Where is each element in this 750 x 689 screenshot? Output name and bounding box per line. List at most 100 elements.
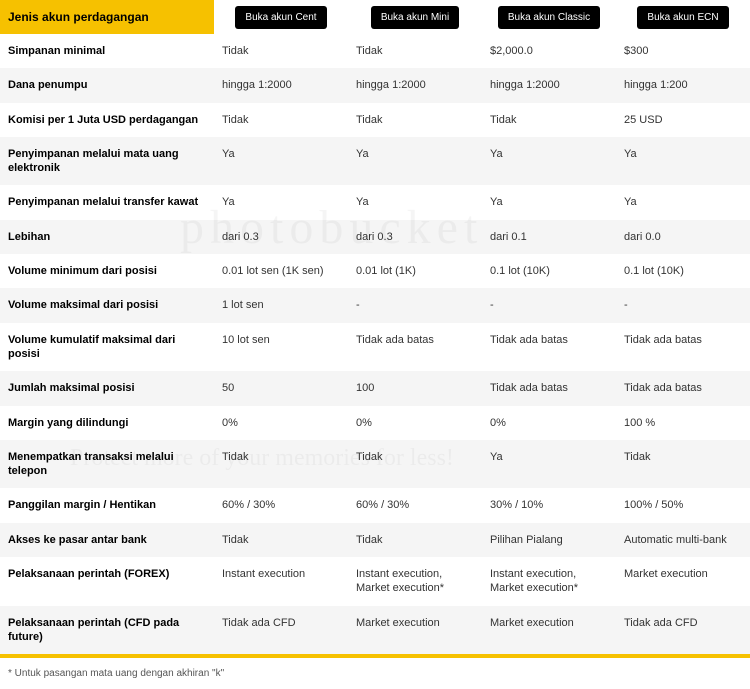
row-cell: Instant execution [214, 557, 348, 606]
row-cell: 0.01 lot sen (1K sen) [214, 254, 348, 288]
row-cell: Tidak [616, 440, 750, 489]
row-label: Simpanan minimal [0, 34, 214, 68]
table-row: Penyimpanan melalui transfer kawatYaYaYa… [0, 185, 750, 219]
row-cell: 25 USD [616, 103, 750, 137]
row-cell: Tidak ada batas [616, 371, 750, 405]
row-cell: Tidak ada batas [348, 323, 482, 372]
row-cell: $300 [616, 34, 750, 68]
row-label: Volume minimum dari posisi [0, 254, 214, 288]
row-cell: 100 % [616, 406, 750, 440]
table-row: Volume minimum dari posisi0.01 lot sen (… [0, 254, 750, 288]
row-label: Margin yang dilindungi [0, 406, 214, 440]
row-cell: Tidak [214, 103, 348, 137]
row-cell: Tidak ada CFD [616, 606, 750, 655]
row-cell: Ya [616, 137, 750, 186]
header-cell-classic: Buka akun Classic [482, 0, 616, 34]
row-cell: Automatic multi-bank [616, 523, 750, 557]
row-cell: hingga 1:2000 [348, 68, 482, 102]
table-row: Penyimpanan melalui mata uang elektronik… [0, 137, 750, 186]
row-cell: dari 0.3 [348, 220, 482, 254]
header-cell-mini: Buka akun Mini [348, 0, 482, 34]
row-cell: Instant execution, Market execution* [348, 557, 482, 606]
row-cell: 10 lot sen [214, 323, 348, 372]
table-row: Volume maksimal dari posisi1 lot sen--- [0, 288, 750, 322]
row-label: Lebihan [0, 220, 214, 254]
comparison-table: photobucket Protect more of your memorie… [0, 0, 750, 689]
row-cell: hingga 1:200 [616, 68, 750, 102]
row-cell: 0% [348, 406, 482, 440]
row-label: Akses ke pasar antar bank [0, 523, 214, 557]
row-cell: Tidak ada batas [616, 323, 750, 372]
row-label: Penyimpanan melalui transfer kawat [0, 185, 214, 219]
table-row: Dana penumpuhingga 1:2000hingga 1:2000hi… [0, 68, 750, 102]
row-cell: Pilihan Pialang [482, 523, 616, 557]
row-cell: 1 lot sen [214, 288, 348, 322]
row-cell: Tidak ada batas [482, 323, 616, 372]
table-row: Jumlah maksimal posisi50100Tidak ada bat… [0, 371, 750, 405]
footnote-text: * Untuk pasangan mata uang dengan akhira… [0, 658, 750, 689]
open-mini-button[interactable]: Buka akun Mini [371, 6, 459, 29]
open-cent-button[interactable]: Buka akun Cent [235, 6, 326, 29]
row-cell: Ya [482, 185, 616, 219]
row-label: Pelaksanaan perintah (CFD pada future) [0, 606, 214, 655]
row-cell: 100% / 50% [616, 488, 750, 522]
row-cell: $2,000.0 [482, 34, 616, 68]
row-cell: dari 0.1 [482, 220, 616, 254]
row-cell: 30% / 10% [482, 488, 616, 522]
row-cell: 0.1 lot (10K) [616, 254, 750, 288]
table-row: Margin yang dilindungi0%0%0%100 % [0, 406, 750, 440]
row-cell: Ya [616, 185, 750, 219]
table-row: Menempatkan transaksi melalui teleponTid… [0, 440, 750, 489]
table-row: Lebihandari 0.3dari 0.3dari 0.1dari 0.0 [0, 220, 750, 254]
row-cell: hingga 1:2000 [482, 68, 616, 102]
row-label: Panggilan margin / Hentikan [0, 488, 214, 522]
row-label: Pelaksanaan perintah (FOREX) [0, 557, 214, 606]
row-label: Volume kumulatif maksimal dari posisi [0, 323, 214, 372]
row-cell: Instant execution, Market execution* [482, 557, 616, 606]
row-cell: dari 0.0 [616, 220, 750, 254]
header-cell-cent: Buka akun Cent [214, 0, 348, 34]
row-cell: Ya [214, 185, 348, 219]
row-label: Menempatkan transaksi melalui telepon [0, 440, 214, 489]
table-row: Volume kumulatif maksimal dari posisi10 … [0, 323, 750, 372]
row-cell: - [348, 288, 482, 322]
open-ecn-button[interactable]: Buka akun ECN [637, 6, 728, 29]
row-cell: 50 [214, 371, 348, 405]
row-cell: Market execution [616, 557, 750, 606]
row-cell: Tidak ada CFD [214, 606, 348, 655]
row-cell: Tidak [482, 103, 616, 137]
row-label: Penyimpanan melalui mata uang elektronik [0, 137, 214, 186]
table-row: Simpanan minimalTidakTidak$2,000.0$300 [0, 34, 750, 68]
table-title: Jenis akun perdagangan [0, 0, 214, 34]
row-cell: 60% / 30% [348, 488, 482, 522]
row-cell: Tidak [348, 440, 482, 489]
row-cell: - [616, 288, 750, 322]
row-cell: Tidak [214, 440, 348, 489]
row-cell: - [482, 288, 616, 322]
row-cell: 0% [214, 406, 348, 440]
open-classic-button[interactable]: Buka akun Classic [498, 6, 600, 29]
row-cell: Ya [214, 137, 348, 186]
row-cell: 0.1 lot (10K) [482, 254, 616, 288]
header-cell-ecn: Buka akun ECN [616, 0, 750, 34]
row-label: Jumlah maksimal posisi [0, 371, 214, 405]
row-cell: 0.01 lot (1K) [348, 254, 482, 288]
row-cell: Market execution [482, 606, 616, 655]
row-cell: dari 0.3 [214, 220, 348, 254]
row-label: Volume maksimal dari posisi [0, 288, 214, 322]
row-label: Dana penumpu [0, 68, 214, 102]
row-cell: Tidak [348, 523, 482, 557]
table-row: Komisi per 1 Juta USD perdaganganTidakTi… [0, 103, 750, 137]
row-label: Komisi per 1 Juta USD perdagangan [0, 103, 214, 137]
table-header-row: Jenis akun perdagangan Buka akun Cent Bu… [0, 0, 750, 34]
table-row: Akses ke pasar antar bankTidakTidakPilih… [0, 523, 750, 557]
table-row: Panggilan margin / Hentikan60% / 30%60% … [0, 488, 750, 522]
table-row: Pelaksanaan perintah (CFD pada future)Ti… [0, 606, 750, 655]
row-cell: Tidak [214, 523, 348, 557]
row-cell: Ya [348, 137, 482, 186]
row-cell: Ya [348, 185, 482, 219]
row-cell: Ya [482, 137, 616, 186]
row-cell: Tidak [348, 103, 482, 137]
row-cell: Tidak ada batas [482, 371, 616, 405]
row-cell: 100 [348, 371, 482, 405]
